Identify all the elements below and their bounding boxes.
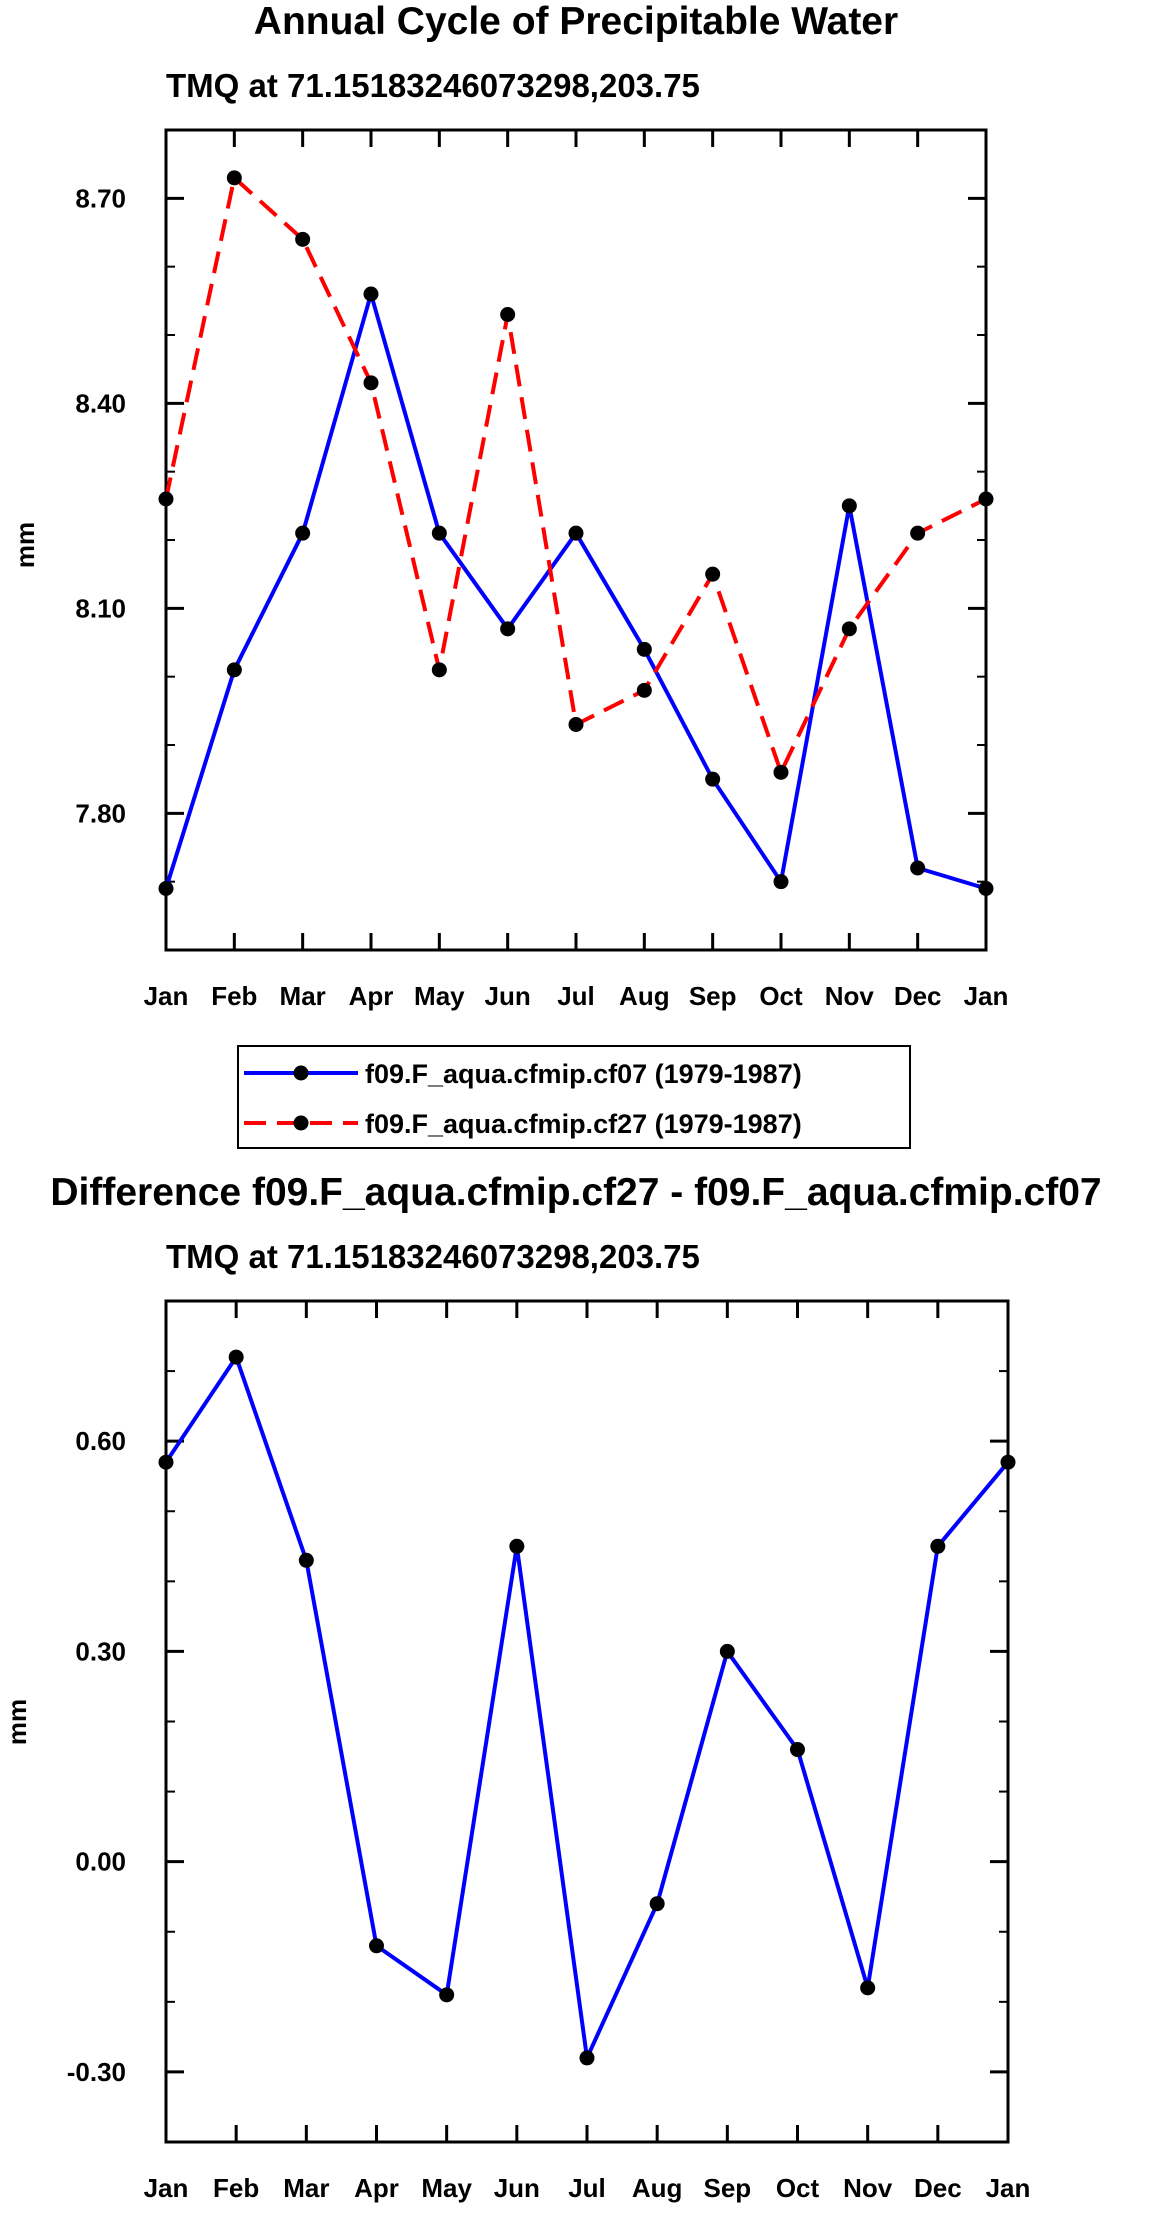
top-chart-title: Annual Cycle of Precipitable Water [254,0,898,43]
legend-label-cf07: f09.F_aqua.cfmip.cf07 (1979-1987) [365,1059,802,1089]
top-series-1-point [295,231,311,247]
top-x-tick-label: Jun [485,981,531,1011]
bottom-x-tick-label: Aug [632,2173,683,2203]
top-x-tick-label: Dec [894,981,942,1011]
bottom-x-tick-label: Mar [283,2173,329,2203]
bottom-series-0-point [369,1938,384,1954]
top-x-tick-label: Apr [349,981,394,1011]
top-plot-area: Jan Feb Mar Apr May Jun Jul Aug Sep Oct Nov Dec Jan 7… [75,128,1009,1011]
top-y-tick-label: 8.40 [75,388,126,418]
legend-box [237,1045,911,1149]
top-y-tick-label: 8.70 [75,183,126,213]
top-series-line-1 [164,175,987,775]
top-x-tick-label: Nov [825,981,875,1011]
bottom-chart-title: Difference f09.F_aqua.cfmip.cf27 - f09.F… [50,1171,1101,1214]
top-series-1-point [226,170,242,186]
bottom-x-tick-label: Jul [568,2173,606,2203]
bottom-series-0-point [790,1742,805,1758]
bottom-series-0-point [930,1538,946,1554]
top-series-0-point [841,498,857,514]
top-y-axis-label: mm [10,522,40,568]
top-series-0-point [500,621,516,637]
top-series-0-point [636,641,652,657]
top-series-1-point [363,375,379,391]
top-series-1-point [431,662,447,678]
bottom-y-axis-label: mm [2,1699,32,1745]
legend-entry-cf27: f09.F_aqua.cfmip.cf27 (1979-1987) [244,1109,802,1139]
bottom-x-tick-label: Jan [144,2173,189,2203]
bottom-series-0-point [298,1552,314,1568]
bottom-x-tick-label: Apr [354,2173,399,2203]
legend-marker-cf27 [293,1115,309,1131]
top-x-tick-label: Feb [211,981,257,1011]
bottom-series-0-point [649,1896,665,1912]
top-series-1-point [636,682,652,698]
bottom-plot-frame [164,1299,1010,2144]
top-x-tick-label: Jul [557,981,595,1011]
top-series-0-point [705,771,721,787]
top-chart-subtitle: TMQ at 71.15183246073298,203.75 [166,67,700,104]
bottom-x-tick-label: May [421,2173,472,2203]
top-series-0-point [910,860,926,876]
bottom-x-tick-label: Sep [703,2173,751,2203]
bottom-plot-area: Jan Feb Mar Apr May Jun Jul Aug Sep Oct Nov Dec Jan -… [67,1299,1031,2203]
top-series-1-point [841,621,857,637]
top-series-0-point [226,662,242,678]
top-series-1-point [158,491,174,507]
top-series-0-point [568,525,584,541]
legend-marker-cf07 [293,1065,309,1081]
legend-label-cf27: f09.F_aqua.cfmip.cf27 (1979-1987) [365,1109,802,1139]
top-series-1-point [705,566,721,582]
bottom-x-tick-label: Feb [213,2173,259,2203]
top-series-1-point [978,491,994,507]
bottom-series-0-point [860,1980,876,1996]
bottom-series-0-point [439,1987,455,2003]
top-series-0-point [773,874,789,890]
top-y-tick-label: 8.10 [75,593,126,623]
top-series-1-point [910,525,926,541]
bottom-series-line-0 [164,1355,1010,2060]
top-series-0-point [431,525,447,541]
bottom-series-0-point [228,1349,244,1365]
bottom-series-0-point [719,1643,735,1659]
top-x-tick-label: Sep [689,981,737,1011]
top-series-1-point [500,307,516,322]
bottom-x-tick-label: Oct [776,2173,820,2203]
bottom-y-tick-label: -0.30 [67,2057,126,2087]
top-series-0-point [363,286,379,302]
top-x-tick-label: Aug [619,981,670,1011]
bottom-series-0-point [509,1538,525,1554]
top-x-tick-label: Oct [759,981,803,1011]
top-series-1-point [568,717,584,732]
top-y-tick-label: 7.80 [75,798,126,828]
bottom-series-0-point [579,2050,595,2066]
bottom-series-0-point [1000,1454,1016,1470]
bottom-x-tick-label: Dec [914,2173,962,2203]
top-series-0-point [978,881,994,896]
bottom-chart-subtitle: TMQ at 71.15183246073298,203.75 [166,1238,700,1275]
bottom-x-tick-label: Nov [843,2173,893,2203]
legend: f09.F_aqua.cfmip.cf07 (1979-1987) f09.F_… [237,1045,911,1149]
top-series-0-point [158,881,174,896]
top-x-tick-label: May [414,981,465,1011]
top-series-1-point [773,764,789,780]
top-series-line-0 [164,292,987,891]
legend-entry-cf07: f09.F_aqua.cfmip.cf07 (1979-1987) [244,1059,802,1089]
bottom-x-tick-label: Jan [986,2173,1031,2203]
bottom-x-tick-label: Jun [494,2173,540,2203]
top-x-tick-label: Mar [280,981,326,1011]
bottom-y-tick-label: 0.30 [75,1636,126,1666]
top-x-tick-label: Jan [964,981,1009,1011]
bottom-y-tick-label: 0.00 [75,1847,126,1877]
top-x-tick-label: Jan [144,981,189,1011]
bottom-series-0-point [158,1454,174,1470]
top-series-0-point [295,525,311,541]
bottom-y-tick-label: 0.60 [75,1426,126,1456]
